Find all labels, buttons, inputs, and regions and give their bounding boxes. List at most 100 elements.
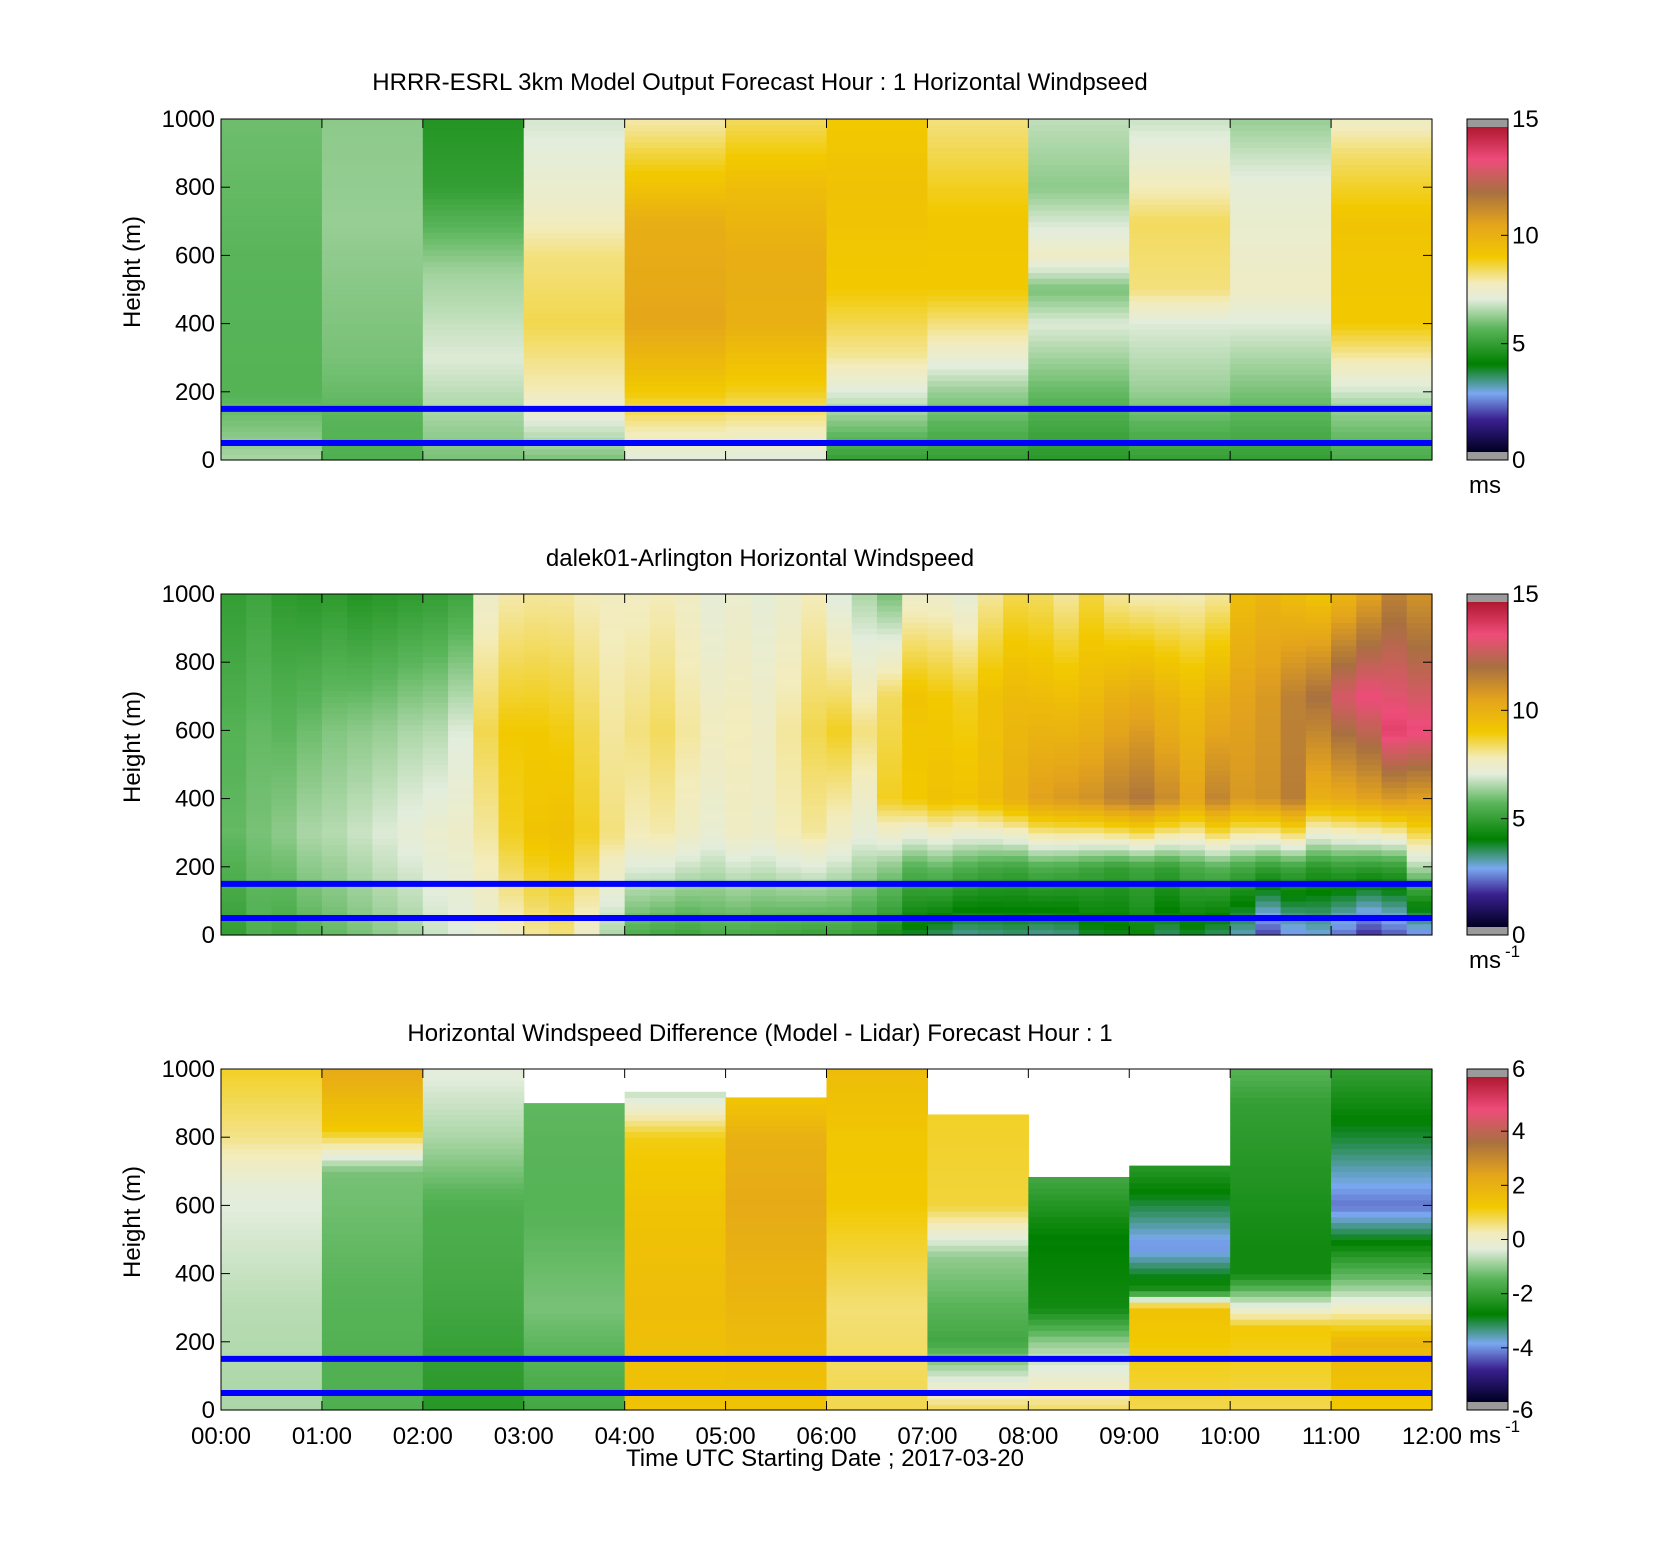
heatmap-cell [725,1176,828,1184]
heatmap-cell [448,594,474,601]
heatmap-cell [902,656,929,663]
heatmap-cell [372,804,399,811]
heatmap-cell [271,838,298,845]
heatmap-cell [1028,1188,1130,1195]
heatmap-cell [624,917,651,925]
heatmap-cell [1154,872,1181,879]
heatmap-cell [523,747,550,754]
heatmap-cell [1078,855,1105,862]
heatmap-cell [1230,352,1332,359]
heatmap-cell [952,736,979,743]
heatmap-cell [750,662,777,669]
heatmap-cell [271,917,298,925]
heatmap-cell [1230,616,1256,624]
heatmap-cell [1003,599,1029,606]
heatmap-cell [422,645,449,652]
heatmap-cell [826,747,853,754]
heatmap-cell [927,1290,1029,1297]
heatmap-cell [750,906,777,913]
heatmap-cell [246,747,273,754]
heatmap-cell [927,158,1029,166]
heatmap-cell [321,1086,424,1093]
heatmap-cell [624,673,651,680]
heatmap-cell [498,929,525,936]
heatmap-cell [1154,809,1181,817]
heatmap-cell [750,917,777,925]
heatmap-cell [574,821,601,828]
heatmap-cell [700,872,727,879]
heatmap-cell [599,673,626,680]
heatmap-cell [1129,289,1231,296]
heatmap-cell [1179,747,1206,754]
heatmap-cell [422,849,449,857]
heatmap-cell [221,730,247,737]
heatmap-cell [624,906,651,913]
heatmap-cell [599,889,626,896]
heatmap-cell [927,895,954,902]
heatmap-cell [1331,1250,1433,1258]
heatmap-cell [725,1392,828,1400]
heatmap-cell [1331,832,1357,839]
heatmap-cell [1331,363,1433,370]
heatmap-cell [1129,639,1156,646]
heatmap-cell [876,764,903,771]
heatmap-cell [523,124,626,131]
heatmap-cell [725,673,752,680]
heatmap-cell [523,130,626,137]
heatmap-cell [649,645,676,652]
heatmap-cell [599,713,626,720]
heatmap-cell [1381,758,1408,766]
heatmap-cell [977,895,1004,902]
heatmap-cell [1154,645,1181,652]
heatmap-cell [1028,1194,1130,1201]
heatmap-cell [1255,611,1282,618]
heatmap-cell [1230,1358,1332,1366]
heatmap-cell [1028,192,1130,200]
heatmap-cell [826,209,929,217]
heatmap-cell [624,628,651,635]
heatmap-cell [851,679,878,686]
heatmap-cell [1230,645,1256,652]
heatmap-cell [675,696,701,703]
heatmap-cell [927,599,954,606]
heatmap-cell [321,730,348,737]
heatmap-cell [1406,599,1433,606]
y-tick-label: 400 [175,311,215,338]
heatmap-cell [523,164,626,171]
heatmap-cell [321,1125,424,1133]
heatmap-cell [952,701,979,709]
heatmap-cell [826,1324,929,1332]
heatmap-cell [725,147,828,154]
heatmap-cell [927,1330,1029,1337]
heatmap-cell [1129,650,1156,658]
heatmap-cell [927,334,1029,342]
heatmap-cell [624,1381,727,1388]
heatmap-cell [1305,809,1332,817]
heatmap-cell [750,787,777,794]
heatmap-cell [321,221,424,228]
heatmap-cell [1381,605,1408,612]
heatmap-cell [826,804,853,811]
heatmap-cell [422,306,525,313]
heatmap-cell [271,787,298,794]
heatmap-cell [221,599,247,606]
heatmap-cell [221,1392,323,1400]
heatmap-cell [221,1330,323,1337]
heatmap-cell [473,616,500,624]
heatmap-cell [1331,1290,1433,1297]
heatmap-cell [876,662,903,669]
heatmap-cell [574,713,601,720]
heatmap-cell [1331,1108,1433,1116]
heatmap-cell [1255,713,1282,720]
heatmap-cell [649,713,676,720]
heatmap-cell [347,667,373,675]
heatmap-cell [826,684,853,692]
heatmap-cell [422,1233,525,1241]
heatmap-cell [927,323,1029,330]
heatmap-cell [624,334,727,342]
heatmap-cell [1129,917,1156,925]
heatmap-cell [1331,187,1433,194]
heatmap-cell [296,923,323,930]
heatmap-cell [422,1290,525,1297]
heatmap-cell [498,775,525,783]
